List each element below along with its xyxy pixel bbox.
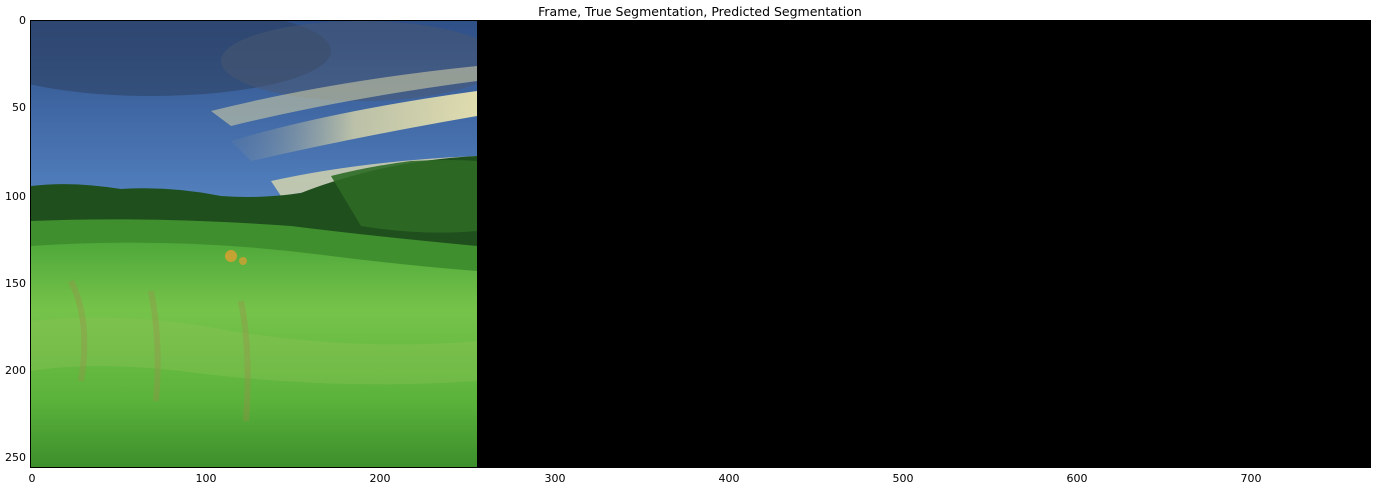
y-tick-label: 50 [12,101,26,114]
grass-highlight [31,317,477,385]
x-tick-label: 700 [1240,472,1262,485]
yellow-flowers [239,257,247,265]
image-plot [31,21,1370,467]
y-tick-label: 0 [19,14,26,27]
cloud-streak [211,66,477,126]
x-tick-label: 500 [892,472,914,485]
true-segmentation-panel [477,21,923,467]
x-tick-label: 600 [1066,472,1088,485]
x-tick-label: 0 [28,472,36,485]
predicted-segmentation-panel [923,21,1370,467]
trees-right [331,160,477,233]
x-tick-label: 300 [544,472,566,485]
figure-title: Frame, True Segmentation, Predicted Segm… [538,4,862,19]
x-tick-label: 400 [718,472,740,485]
dry-grass [68,279,251,422]
y-tick-label: 100 [5,190,26,203]
y-tick-label: 150 [5,277,26,290]
y-tick-label: 200 [5,364,26,377]
yellow-flowers [225,250,237,262]
x-tick-label: 200 [369,472,391,485]
x-tick-label: 100 [195,472,217,485]
grass-field [31,242,477,467]
cloud-streak [231,91,477,161]
y-tick-label: 250 [5,451,26,464]
frame-panel [31,21,501,467]
